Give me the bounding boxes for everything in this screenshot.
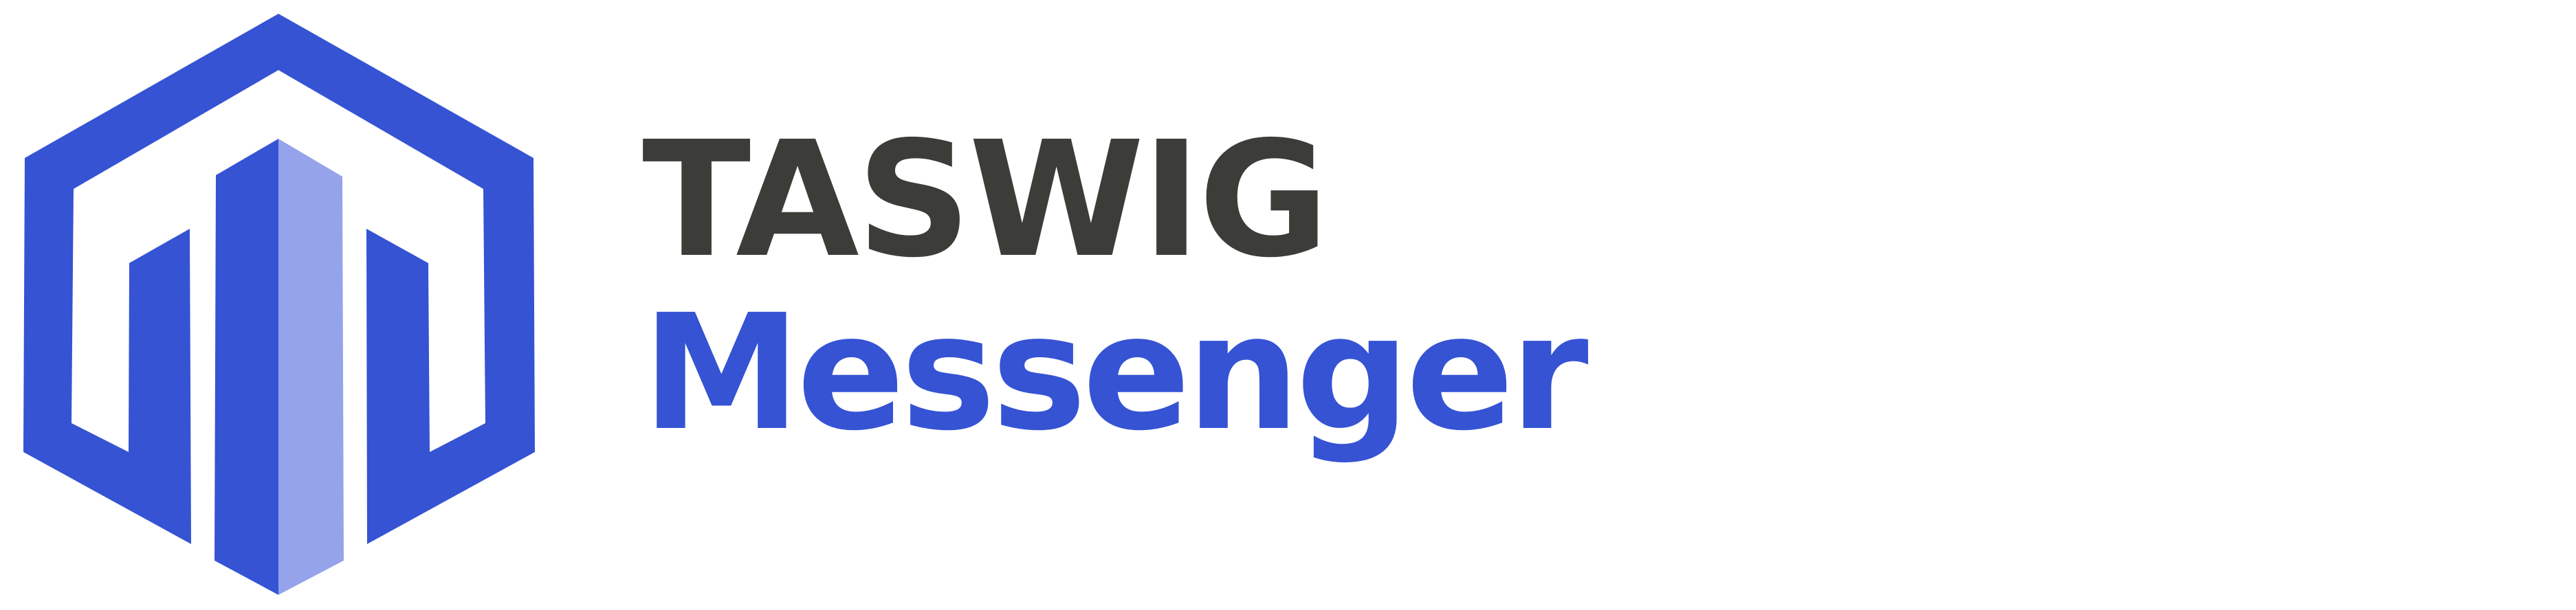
brand-name: TASWIG xyxy=(642,107,1330,293)
tower-right-face xyxy=(278,139,344,595)
wordmark: TASWIG Messenger xyxy=(642,107,1589,466)
hexagon-building-icon xyxy=(23,14,535,595)
hexagon-outline xyxy=(23,14,535,544)
product-name: Messenger xyxy=(642,280,1589,466)
tower-left-face xyxy=(214,139,278,595)
